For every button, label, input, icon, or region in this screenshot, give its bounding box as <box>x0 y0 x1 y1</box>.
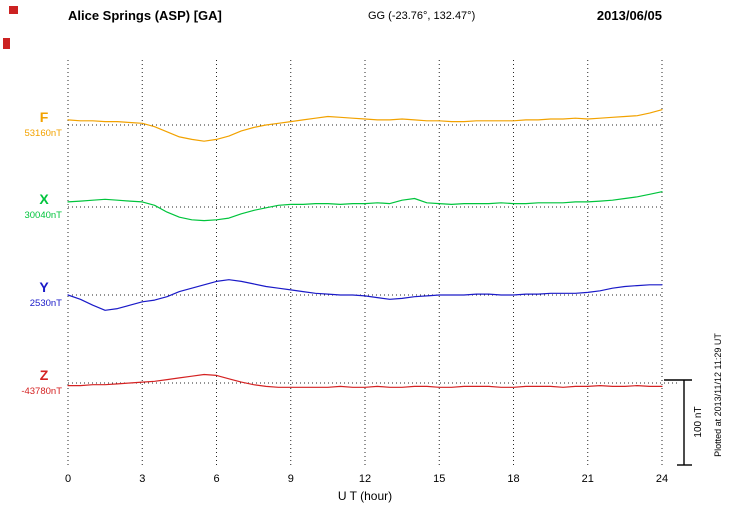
x-tick-label-18: 18 <box>507 473 519 485</box>
channel-label-Y: Y <box>39 279 49 295</box>
x-tick-label-15: 15 <box>433 473 445 485</box>
x-tick-label-24: 24 <box>656 473 668 485</box>
corner-mark-top <box>9 6 18 14</box>
geo-coordinates: GG (-23.76°, 132.47°) <box>368 10 475 22</box>
x-tick-label-3: 3 <box>139 473 145 485</box>
channel-label-X: X <box>39 191 49 207</box>
channel-baseline-value-X: 30040nT <box>24 210 62 221</box>
x-tick-label-6: 6 <box>213 473 219 485</box>
x-tick-label-9: 9 <box>288 473 294 485</box>
trace-F <box>67 109 663 142</box>
channel-baseline-value-Y: 2530nT <box>30 298 62 309</box>
channel-baseline-value-Z: -43780nT <box>21 386 62 397</box>
x-tick-label-0: 0 <box>65 473 71 485</box>
channel-label-F: F <box>40 109 49 125</box>
plot-date: 2013/06/05 <box>597 8 662 23</box>
plotted-at-stamp: Plotted at 2013/11/12 11:29 UT <box>713 333 723 457</box>
amplitude-scale-bar: 100 nT <box>664 379 704 466</box>
x-axis-title: U T (hour) <box>338 489 392 503</box>
plot-layer: 0 3 6 9 12 15 18 21 24 F 53160nT X 30040nT Y 2530nT Z -4… <box>21 60 678 485</box>
scale-bar-label: 100 nT <box>693 406 704 437</box>
x-tick-label-12: 12 <box>359 473 371 485</box>
trace-Y <box>67 279 663 311</box>
trace-X <box>67 191 663 222</box>
corner-mark-left <box>3 38 10 49</box>
trace-Z <box>67 373 663 388</box>
station-title: Alice Springs (ASP) [GA] <box>68 8 222 23</box>
x-tick-label-21: 21 <box>582 473 594 485</box>
channel-label-Z: Z <box>40 367 49 383</box>
channel-baseline-value-F: 53160nT <box>24 128 62 139</box>
